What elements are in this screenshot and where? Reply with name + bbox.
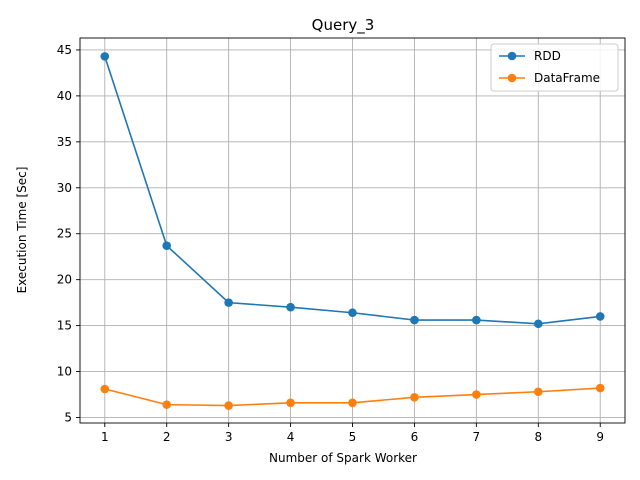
- data-point-dataframe: [162, 400, 172, 409]
- data-point-rdd: [162, 241, 172, 250]
- data-point-rdd: [348, 308, 357, 318]
- legend-rdd-marker-icon: [507, 51, 517, 61]
- data-point-rdd: [224, 298, 233, 307]
- x-tick-label: 5: [349, 430, 357, 444]
- x-tick-label: 9: [596, 430, 604, 444]
- legend-dataframe-label: DataFrame: [534, 71, 600, 85]
- x-tick-label: 6: [411, 430, 419, 444]
- data-point-dataframe: [595, 383, 605, 393]
- y-tick-label: 5: [64, 410, 72, 424]
- y-tick-label: 15: [57, 319, 72, 333]
- data-series: [100, 52, 605, 410]
- y-tick-label: 25: [57, 227, 72, 241]
- data-point-dataframe: [410, 392, 419, 402]
- legend-rdd-label: RDD: [534, 49, 561, 63]
- y-tick-label: 45: [57, 43, 72, 57]
- data-point-dataframe: [224, 401, 233, 410]
- chart-title: Query_3: [312, 16, 375, 35]
- data-point-rdd: [100, 52, 110, 61]
- data-point-rdd: [286, 302, 295, 312]
- data-point-rdd: [472, 315, 481, 325]
- x-tick-label: 2: [163, 430, 171, 444]
- y-tick-label: 30: [57, 181, 72, 195]
- x-tick-label: 7: [473, 430, 481, 444]
- x-tick-label: 8: [534, 430, 542, 444]
- legend-dataframe-marker-icon: [507, 73, 517, 83]
- x-tick-label: 1: [101, 430, 109, 444]
- y-tick-label: 20: [57, 273, 72, 287]
- data-point-rdd: [410, 315, 419, 325]
- data-point-dataframe: [472, 390, 481, 399]
- data-point-dataframe: [348, 398, 357, 408]
- grid-lines: [80, 38, 625, 423]
- y-tick-label: 40: [57, 89, 72, 103]
- x-axis-label: Number of Spark Worker: [269, 451, 417, 465]
- y-tick-label: 35: [57, 135, 72, 149]
- data-point-dataframe: [533, 387, 543, 397]
- y-tick-label: 10: [57, 365, 72, 379]
- legend: RDD DataFrame: [490, 43, 619, 92]
- x-tick-label: 3: [225, 430, 233, 444]
- y-axis-label: Execution Time [Sec]: [15, 167, 29, 294]
- data-point-dataframe: [286, 398, 295, 408]
- data-point-dataframe: [100, 384, 110, 394]
- data-point-rdd: [533, 319, 543, 329]
- data-point-rdd: [595, 312, 605, 321]
- x-tick-label: 4: [287, 430, 295, 444]
